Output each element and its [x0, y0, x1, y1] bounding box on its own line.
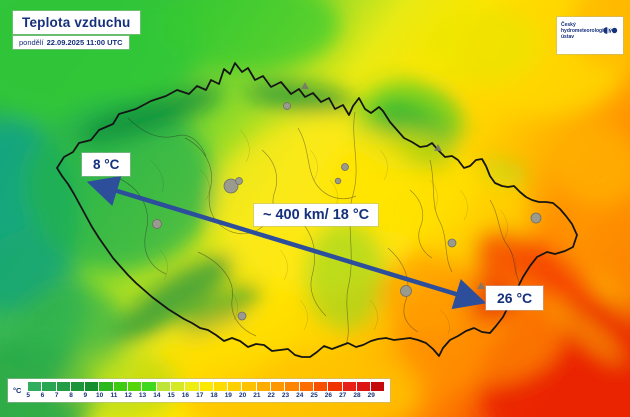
- logo-line: hydrometeorologický: [561, 28, 612, 34]
- city-blob: [283, 102, 291, 110]
- legend-swatch: [170, 382, 185, 391]
- temperature-scale-legend: °C 5 6 7 8 9 10 11 12 13 14 15 16 17 18 19 20 21 22 23 24 25…: [8, 379, 391, 402]
- legend-value: 11: [110, 392, 118, 399]
- city-blob: [334, 177, 342, 185]
- legend-value: 29: [367, 392, 375, 399]
- measurement-arrow: [86, 175, 487, 310]
- legend-value: 12: [124, 392, 132, 399]
- legend-swatch: [242, 382, 256, 391]
- legend-value: 18: [210, 392, 218, 399]
- legend-swatch: [356, 382, 371, 391]
- chmi-logo-text: Český hydrometeorologický ústav: [561, 22, 619, 40]
- map-title-text: Teplota vzduchu: [22, 15, 131, 30]
- legend-swatch: [56, 382, 70, 391]
- legend-value: 21: [253, 392, 261, 399]
- weekday-label: pondělí: [19, 38, 44, 47]
- legend-scale: 5 6 7 8 9 10 11 12 13 14 15 16 17 18 19 20 21 22 23 24 25 26 2…: [26, 382, 385, 399]
- legend-value: 7: [54, 392, 59, 399]
- distance-temp-value: ~ 400 km/ 18 °C: [263, 207, 370, 223]
- legend-swatch: [42, 382, 56, 391]
- legend-swatch: [228, 382, 242, 391]
- legend-value: 14: [153, 392, 161, 399]
- legend-swatch: [99, 382, 113, 391]
- legend-value: 23: [281, 392, 290, 399]
- east-temp-value: 26 °C: [497, 290, 533, 306]
- legend-value: 6: [40, 392, 45, 399]
- map-title: Teplota vzduchu: [13, 11, 140, 34]
- city-blob: [235, 177, 243, 185]
- legend-swatch: [128, 382, 142, 391]
- legend-swatch: [271, 382, 285, 391]
- legend-numbers: 5 6 7 8 9 10 11 12 13 14 15 16 17 18 19 20 21 22 23 24 25 26 2…: [26, 392, 385, 399]
- legend-swatch: [285, 382, 299, 391]
- chmi-logo: Český hydrometeorologický ústav: [557, 17, 623, 54]
- legend-value: 17: [196, 392, 204, 399]
- legend-swatch: [142, 382, 156, 391]
- city-blob: [237, 311, 247, 321]
- legend-value: 15: [167, 392, 175, 399]
- map-datetime: pondělí 22.09.2025 11:00 UTC: [13, 36, 129, 49]
- legend-unit: °C: [13, 386, 22, 395]
- legend-swatch: [185, 382, 199, 391]
- legend-swatch: [28, 382, 42, 391]
- legend-value: 16: [181, 392, 190, 399]
- legend-swatch: [85, 382, 99, 391]
- logo-line: ústav: [561, 34, 575, 40]
- legend-value: 13: [138, 392, 147, 399]
- distance-temp-label: ~ 400 km/ 18 °C: [254, 204, 379, 226]
- legend-value: 20: [238, 392, 247, 399]
- east-temp-label: 26 °C: [486, 286, 544, 310]
- logo-line: Český: [561, 22, 576, 28]
- legend-value: 26: [324, 392, 332, 399]
- legend-swatch: [213, 382, 228, 391]
- city-blob: [447, 238, 457, 248]
- legend-swatch: [70, 382, 85, 391]
- legend-swatch: [156, 382, 170, 391]
- legend-value: 9: [83, 392, 88, 399]
- legend-swatch: [342, 382, 356, 391]
- legend-swatch: [199, 382, 213, 391]
- west-temp-label: 8 °C: [82, 153, 131, 176]
- legend-value: 28: [353, 392, 361, 399]
- west-temp-value: 8 °C: [93, 157, 120, 172]
- legend-value: 25: [310, 392, 318, 399]
- city-blob: [530, 212, 542, 224]
- legend-swatch: [371, 382, 385, 391]
- legend-swatch: [113, 382, 128, 391]
- city-blob: [400, 285, 412, 297]
- legend-value: 8: [69, 392, 73, 399]
- chmi-logo-icon: [603, 21, 618, 39]
- country-border: [56, 62, 578, 358]
- legend-swatch: [328, 382, 342, 391]
- peak-icon: [434, 144, 442, 151]
- legend-swatch: [299, 382, 313, 391]
- datetime-value: 22.09.2025 11:00 UTC: [46, 38, 123, 47]
- legend-value: 27: [339, 392, 347, 399]
- peak-icon: [301, 82, 309, 89]
- legend-swatches: [28, 382, 385, 391]
- city-blob: [341, 163, 349, 171]
- legend-value: 19: [224, 392, 232, 399]
- city-blob: [152, 219, 162, 229]
- legend-value: 5: [26, 392, 30, 399]
- legend-value: 22: [267, 392, 275, 399]
- legend-swatch: [256, 382, 271, 391]
- legend-swatch: [313, 382, 328, 391]
- legend-value: 24: [296, 392, 304, 399]
- legend-value: 10: [96, 392, 104, 399]
